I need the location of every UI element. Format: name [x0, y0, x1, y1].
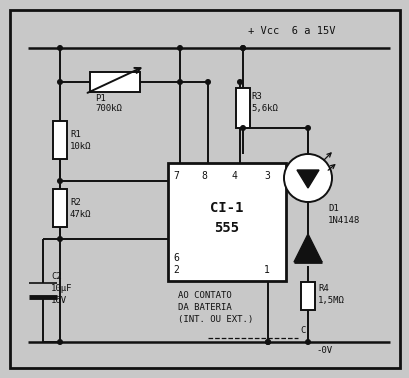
Circle shape	[58, 237, 62, 241]
Text: 16V: 16V	[51, 296, 67, 305]
Circle shape	[265, 340, 270, 344]
Text: R1: R1	[70, 130, 81, 139]
Text: 47kΩ: 47kΩ	[70, 210, 91, 219]
Text: 6: 6	[173, 253, 178, 263]
Text: 2: 2	[173, 265, 178, 275]
Circle shape	[305, 126, 310, 130]
Circle shape	[305, 340, 310, 344]
Bar	[90, 72, 139, 92]
Circle shape	[58, 179, 62, 183]
Text: 4: 4	[231, 171, 237, 181]
Text: DA BATERIA: DA BATERIA	[178, 303, 231, 312]
Bar	[300, 282, 314, 310]
Text: R4: R4	[317, 284, 328, 293]
Polygon shape	[296, 170, 318, 188]
Text: CI-1: CI-1	[210, 201, 243, 215]
Text: + Vcc  6 a 15V: + Vcc 6 a 15V	[247, 26, 335, 36]
Circle shape	[177, 46, 182, 50]
Text: 8: 8	[200, 171, 207, 181]
Bar	[53, 121, 67, 159]
Bar	[53, 189, 67, 227]
Circle shape	[283, 154, 331, 202]
Text: 5,6kΩ: 5,6kΩ	[250, 104, 277, 113]
Circle shape	[240, 46, 245, 50]
Text: 7: 7	[173, 171, 178, 181]
Text: R3: R3	[250, 92, 261, 101]
Bar	[236, 88, 249, 128]
Circle shape	[205, 80, 210, 84]
Text: AO CONTATO: AO CONTATO	[178, 291, 231, 300]
Text: 1,5MΩ: 1,5MΩ	[317, 296, 344, 305]
Text: (INT. OU EXT.): (INT. OU EXT.)	[178, 315, 253, 324]
Circle shape	[237, 80, 242, 84]
Text: 555: 555	[214, 221, 239, 235]
Text: 700kΩ: 700kΩ	[95, 104, 121, 113]
Circle shape	[265, 340, 270, 344]
Text: 10μF: 10μF	[51, 284, 72, 293]
Text: D1: D1	[327, 204, 338, 213]
Circle shape	[58, 46, 62, 50]
Circle shape	[240, 126, 245, 130]
Text: 3: 3	[263, 171, 269, 181]
Text: C2: C2	[51, 272, 62, 281]
Text: 10kΩ: 10kΩ	[70, 142, 91, 151]
Text: R2: R2	[70, 198, 81, 207]
Text: C: C	[299, 326, 305, 335]
Circle shape	[58, 340, 62, 344]
Text: 1N4148: 1N4148	[327, 216, 360, 225]
Text: 1: 1	[263, 265, 269, 275]
Text: P1: P1	[95, 94, 106, 103]
Circle shape	[58, 80, 62, 84]
Circle shape	[177, 80, 182, 84]
Polygon shape	[293, 234, 321, 262]
Text: -0V: -0V	[315, 346, 331, 355]
Circle shape	[240, 46, 245, 50]
Bar	[168, 163, 285, 281]
